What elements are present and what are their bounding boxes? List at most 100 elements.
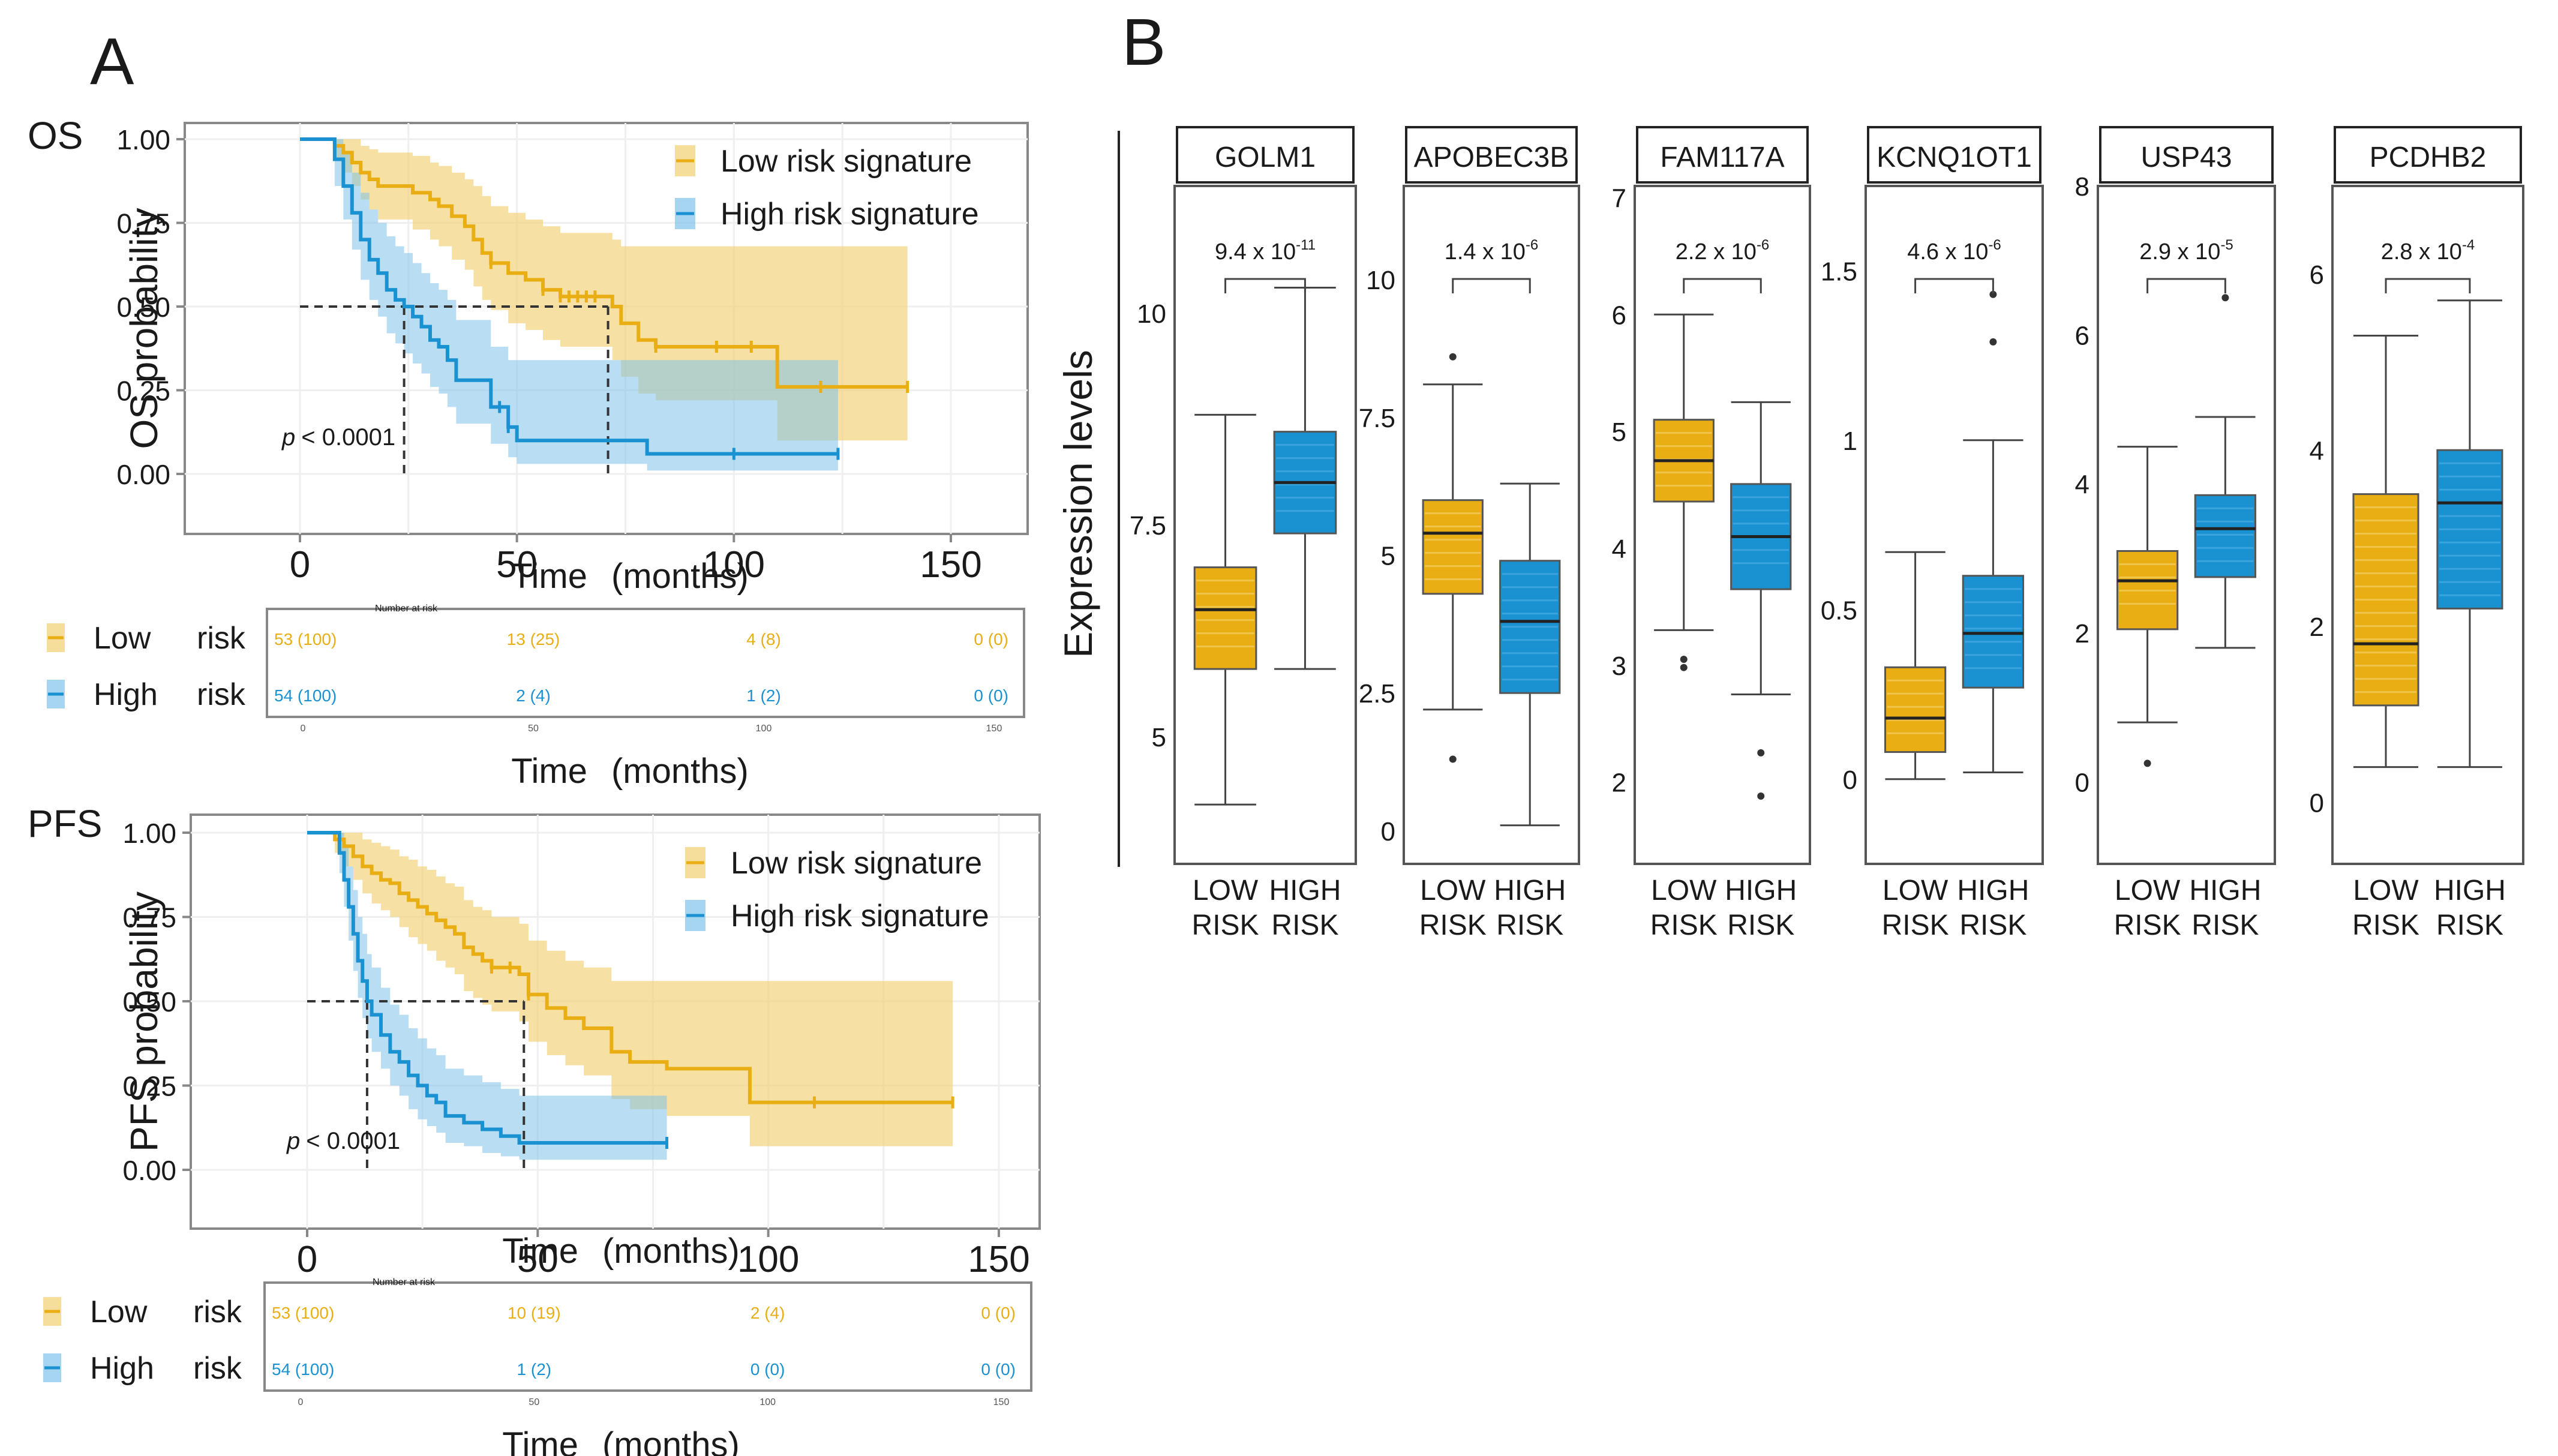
p-value-exponent: -6 [1988,237,2001,253]
significance-bracket [2146,278,2226,293]
panel-b-label: B [1122,5,1166,79]
category-label-line-2: RISK [1419,909,1487,941]
category-label-line-2: RISK [1882,909,1949,941]
risk-count: 10 (19) [508,1304,561,1322]
gene-strip [1867,126,2041,184]
risk-count: 54 (100) [274,686,337,705]
box-low-risk [1884,666,1947,753]
risk-count: 2 (4) [750,1304,785,1322]
y-tick-label: 4 [2075,470,2089,500]
category-label-line-1: HIGH [2434,875,2506,906]
category-label-line-1: HIGH [1269,875,1341,906]
p-value-base: 2.9 x 10 [2139,239,2220,265]
gene-name: USP43 [2140,142,2232,173]
risk-x-tick-label: 100 [756,724,772,734]
y-tick-label: 5 [1612,418,1626,447]
category-label-line-1: HIGH [1494,875,1566,906]
p-value-symbol: p [281,424,295,451]
risk-count: 0 (0) [750,1360,785,1379]
outlier-point [1680,664,1688,671]
risk-row-label: Low [90,1295,148,1329]
p-value: 9.4 x 10-11 [1215,237,1316,265]
p-value: p < 0.0001 [286,1128,400,1154]
risk-row-label: High [90,1351,154,1386]
y-tick-label: 0.50 [116,292,170,323]
p-value: 1.4 x 10-6 [1445,237,1539,265]
risk-x-tick-label: 100 [759,1397,776,1407]
risk-x-tick-label: 150 [993,1397,1010,1407]
y-tick-label: 2.5 [1359,679,1395,709]
km-os-chart: OS 0.00 0.25 0.50 0.75 1.00 0 50 100 150 Time (mont… [28,114,1029,791]
risk-table-frame [266,608,1025,718]
y-tick-label: 0.25 [116,376,170,407]
x-axis-label-unit: (months) [611,557,749,596]
significance-bracket [1224,278,1306,293]
x-tick-label: 50 [496,544,538,586]
p-value-exponent: -6 [1526,237,1538,253]
gene-name: PCDHB2 [2370,142,2487,173]
risk-count: 54 (100) [272,1360,334,1379]
risk-count: 1 (2) [517,1360,552,1379]
risk-x-axis-label-time: Time [511,752,587,791]
outlier-point [1989,338,1997,346]
p-value: 4.6 x 10-6 [1907,237,2001,265]
panel-frame [1403,185,1580,865]
p-value: p < 0.0001 [281,424,395,451]
risk-x-axis-label-unit: (months) [602,1425,740,1456]
box-high-risk [1962,575,2025,689]
category-label-line-2: RISK [2352,909,2419,941]
y-tick-label: 4 [1612,535,1626,564]
outlier-point [1449,353,1457,361]
outlier-point [1989,290,1997,298]
x-tick-label: 50 [517,1239,559,1280]
x-tick-label: 100 [737,1239,799,1280]
risk-count: 13 (25) [507,630,560,649]
y-tick-label: 1.00 [116,124,170,155]
p-value-text: < 0.0001 [306,1128,400,1154]
p-value-base: 1.4 x 10 [1445,239,1526,265]
y-tick-label: 0 [1381,817,1395,846]
category-label-line-2: RISK [2436,909,2503,941]
category-label-line-2: RISK [2191,909,2259,941]
panel-frame [2331,185,2524,865]
y-tick-label: 0.00 [122,1155,176,1186]
y-tick-label: 3 [1612,652,1626,681]
panel-frame [2097,185,2276,865]
plot-frame [190,813,1041,1230]
category-label-line-1: LOW [1193,875,1259,906]
y-tick-label: 6 [2310,260,2324,290]
x-tick-label: 0 [297,1239,317,1280]
y-tick-label: 1 [1843,427,1857,456]
outlier-point [1680,656,1688,664]
risk-count: 4 (8) [746,630,781,649]
risk-row-label-2: risk [193,1351,242,1386]
y-tick-label: 0.75 [116,208,170,239]
y-tick-label: 10 [1137,299,1166,329]
risk-count: 0 (0) [974,630,1008,649]
risk-count: 0 (0) [981,1360,1016,1379]
p-value-base: 2.8 x 10 [2381,239,2462,265]
y-tick-label: 6 [1612,301,1626,330]
risk-count: 53 (100) [272,1304,334,1322]
risk-x-tick-label: 0 [298,1397,304,1407]
y-tick-label: 0.5 [1821,596,1857,625]
gene-strip [1176,126,1355,184]
x-tick-label: 100 [703,544,765,586]
x-tick-label: 150 [968,1239,1029,1280]
high-risk-ci-band [300,139,838,471]
y-tick-label: 2 [2075,619,2089,649]
chart-title: OS [28,114,83,157]
risk-table-frame [263,1281,1032,1392]
y-tick-label: 7.5 [1130,511,1166,541]
panel-frame [1173,185,1357,865]
risk-x-axis-label: Time (months) [511,752,749,791]
risk-count: 2 (4) [516,686,551,705]
box-high-risk [2194,494,2257,578]
x-axis-label: Time (months) [502,1232,740,1271]
p-value: 2.9 x 10-5 [2139,237,2233,265]
legend-low-label: Low risk signature [731,846,982,881]
x-tick-label: 150 [920,544,981,586]
